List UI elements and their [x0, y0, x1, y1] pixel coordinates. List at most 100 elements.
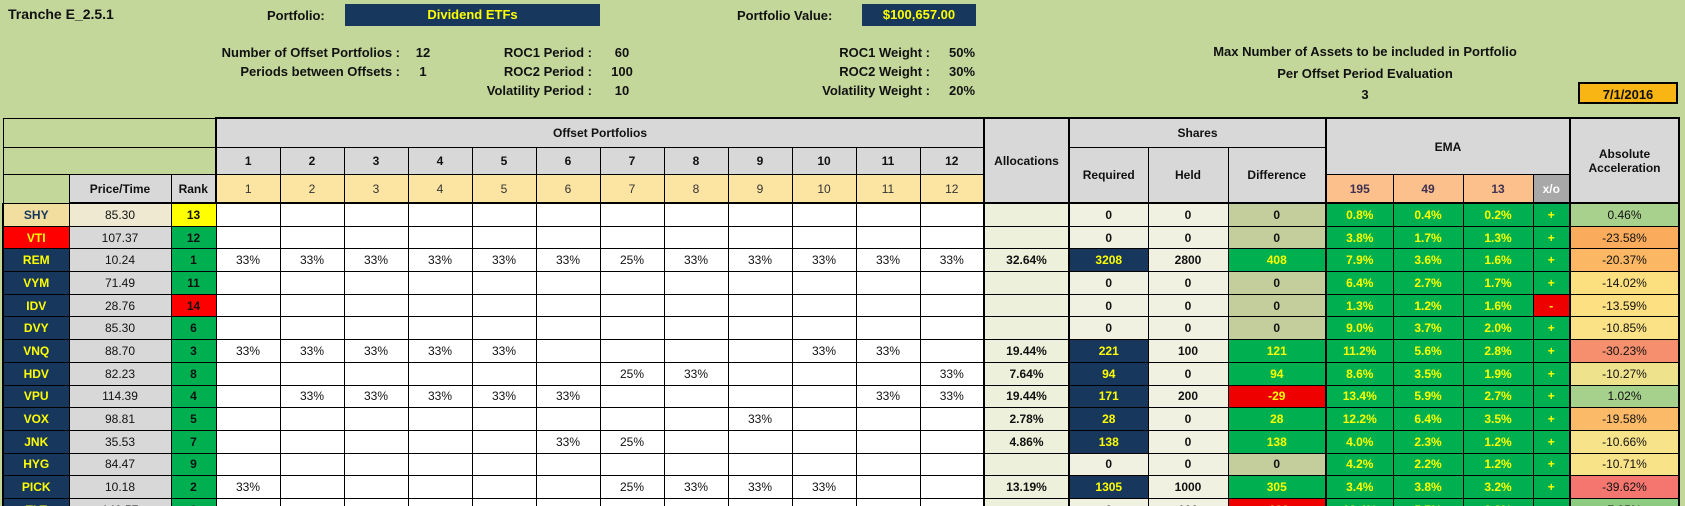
ema-cell[interactable]: 9.0% — [1325, 316, 1394, 341]
ema-cell[interactable]: 2.8% — [1462, 497, 1534, 506]
offset-cell[interactable] — [727, 316, 793, 341]
offset-cell[interactable] — [919, 271, 985, 295]
ema-cell[interactable]: 1.2% — [1462, 429, 1534, 454]
offset-cell[interactable] — [215, 316, 281, 341]
offset-cell[interactable]: 33% — [279, 384, 345, 409]
offset-cell[interactable] — [471, 316, 537, 341]
offset-cell[interactable] — [279, 407, 345, 431]
date-field[interactable]: 7/1/2016 — [1578, 82, 1678, 104]
allocation-cell[interactable]: 2.78% — [983, 407, 1070, 431]
offset-cell[interactable] — [791, 293, 857, 318]
price-cell[interactable]: 107.37 — [68, 225, 172, 250]
offset-cell[interactable] — [791, 429, 857, 454]
offset-cell[interactable] — [855, 271, 921, 295]
offset-cell[interactable] — [535, 497, 601, 506]
abs-accel-cell[interactable]: -14.02% — [1569, 271, 1680, 295]
allocation-cell[interactable]: 19.44% — [983, 339, 1070, 363]
ema-cell[interactable]: 10.4% — [1325, 497, 1394, 506]
offset-cell[interactable] — [727, 452, 793, 477]
shares-held-cell[interactable]: 100 — [1147, 339, 1229, 363]
crossover-cell[interactable]: + — [1532, 497, 1571, 506]
crossover-cell[interactable]: + — [1532, 361, 1571, 386]
abs-accel-cell[interactable]: -23.58% — [1569, 225, 1680, 250]
ticker-cell[interactable]: VNQ — [2, 339, 70, 363]
ema-cell[interactable]: 5.9% — [1392, 384, 1464, 409]
offset-cell[interactable]: 33% — [919, 361, 985, 386]
ema-cell[interactable]: 8.6% — [1325, 361, 1394, 386]
offset-cell[interactable] — [279, 225, 345, 250]
offset-cell[interactable] — [727, 271, 793, 295]
shares-difference-cell[interactable]: -100 — [1227, 497, 1327, 506]
offset-cell[interactable] — [855, 475, 921, 499]
shares-held-cell[interactable]: 0 — [1147, 293, 1229, 318]
ticker-cell[interactable]: HDV — [2, 361, 70, 386]
ema-cell[interactable]: 13.4% — [1325, 384, 1394, 409]
offset-cell[interactable] — [663, 452, 729, 477]
offset-cell[interactable]: 33% — [471, 248, 537, 273]
offset-cell[interactable] — [535, 293, 601, 318]
shares-held-cell[interactable]: 1000 — [1147, 475, 1229, 499]
rank-cell[interactable]: 13 — [170, 202, 217, 227]
offset-cell[interactable] — [599, 384, 665, 409]
offset-cell[interactable]: 33% — [535, 248, 601, 273]
shares-difference-cell[interactable]: 0 — [1227, 225, 1327, 250]
offset-cell[interactable]: 33% — [343, 339, 409, 363]
offset-cell[interactable] — [215, 407, 281, 431]
rank-cell[interactable]: 8 — [170, 361, 217, 386]
offset-cell[interactable]: 33% — [919, 248, 985, 273]
crossover-cell[interactable]: + — [1532, 339, 1571, 363]
offset-cell[interactable] — [471, 429, 537, 454]
rank-cell[interactable]: 11 — [170, 271, 217, 295]
param-value[interactable]: 20% — [948, 83, 976, 98]
abs-accel-cell[interactable]: -10.27% — [1569, 361, 1680, 386]
crossover-cell[interactable]: + — [1532, 429, 1571, 454]
offset-cell[interactable]: 33% — [855, 384, 921, 409]
ema-cell[interactable]: 4.2% — [1325, 452, 1394, 477]
allocation-cell[interactable]: 4.86% — [983, 429, 1070, 454]
shares-required-cell[interactable]: 221 — [1068, 339, 1149, 363]
offset-cell[interactable] — [407, 225, 473, 250]
offset-cell[interactable] — [663, 271, 729, 295]
offset-cell[interactable] — [471, 225, 537, 250]
offset-cell[interactable] — [663, 293, 729, 318]
offset-cell[interactable] — [663, 339, 729, 363]
shares-required-cell[interactable]: 0 — [1068, 316, 1149, 341]
offset-cell[interactable] — [535, 202, 601, 227]
shares-required-cell[interactable]: 1305 — [1068, 475, 1149, 499]
allocation-cell[interactable] — [983, 202, 1070, 227]
offset-cell[interactable]: 25% — [599, 361, 665, 386]
offset-cell[interactable] — [215, 293, 281, 318]
offset-cell[interactable] — [727, 202, 793, 227]
offset-cell[interactable] — [279, 429, 345, 454]
price-cell[interactable]: 114.39 — [68, 384, 172, 409]
offset-cell[interactable]: 33% — [727, 248, 793, 273]
offset-cell[interactable] — [727, 384, 793, 409]
ema-cell[interactable]: 2.7% — [1462, 384, 1534, 409]
ema-cell[interactable]: 1.3% — [1462, 225, 1534, 250]
ema-cell[interactable]: 1.2% — [1392, 293, 1464, 318]
offset-cell[interactable] — [343, 202, 409, 227]
offset-cell[interactable] — [215, 452, 281, 477]
offset-cell[interactable] — [535, 225, 601, 250]
offset-cell[interactable]: 33% — [855, 248, 921, 273]
offset-cell[interactable] — [791, 452, 857, 477]
ema-cell[interactable]: 0.4% — [1392, 202, 1464, 227]
shares-held-cell[interactable]: 200 — [1147, 384, 1229, 409]
allocation-cell[interactable] — [983, 497, 1070, 506]
offset-cell[interactable] — [663, 497, 729, 506]
offset-cell[interactable]: 33% — [343, 248, 409, 273]
shares-difference-cell[interactable]: 0 — [1227, 202, 1327, 227]
shares-held-cell[interactable]: 0 — [1147, 361, 1229, 386]
offset-cell[interactable] — [407, 429, 473, 454]
ema-cell[interactable]: 3.8% — [1392, 475, 1464, 499]
offset-cell[interactable] — [855, 452, 921, 477]
offset-cell[interactable]: 33% — [663, 475, 729, 499]
ema-cell[interactable]: 1.2% — [1462, 452, 1534, 477]
shares-difference-cell[interactable]: 305 — [1227, 475, 1327, 499]
crossover-cell[interactable]: + — [1532, 475, 1571, 499]
allocation-cell[interactable] — [983, 316, 1070, 341]
offset-cell[interactable] — [343, 316, 409, 341]
abs-accel-cell[interactable]: -30.23% — [1569, 339, 1680, 363]
offset-cell[interactable] — [791, 202, 857, 227]
allocation-cell[interactable]: 19.44% — [983, 384, 1070, 409]
